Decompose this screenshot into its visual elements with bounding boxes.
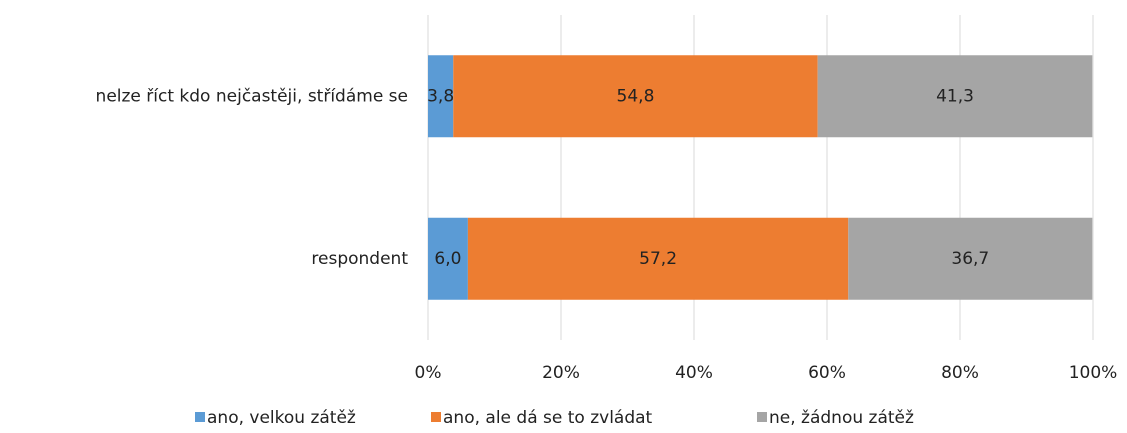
data-label: 41,3: [936, 86, 974, 106]
legend-label: ano, velkou zátěž: [207, 408, 356, 428]
x-tick-label: 100%: [1069, 363, 1118, 383]
legend-swatch: [431, 412, 441, 422]
x-tick-label: 80%: [941, 363, 979, 383]
legend-label: ano, ale dá se to zvládat: [443, 408, 653, 428]
bar-segment: [817, 55, 1093, 138]
bar-segment: [428, 217, 468, 300]
y-tick-label: nelze říct kdo nejčastěji, střídáme se: [96, 86, 408, 106]
data-label: 54,8: [617, 86, 655, 106]
bar-segment: [848, 217, 1093, 300]
data-label: 6,0: [434, 249, 461, 269]
x-tick-label: 40%: [675, 363, 713, 383]
legend-swatch: [757, 412, 767, 422]
x-tick-label: 0%: [415, 363, 442, 383]
legend-swatch: [195, 412, 205, 422]
data-label: 36,7: [951, 249, 989, 269]
data-label: 57,2: [639, 249, 677, 269]
y-tick-label: respondent: [311, 249, 408, 269]
x-tick-label: 20%: [542, 363, 580, 383]
bar-segment: [467, 217, 849, 300]
bar-segment: [428, 55, 454, 138]
data-label: 3,8: [427, 86, 454, 106]
bar-segment: [453, 55, 818, 138]
x-tick-label: 60%: [808, 363, 846, 383]
legend-label: ne, žádnou zátěž: [769, 408, 914, 428]
